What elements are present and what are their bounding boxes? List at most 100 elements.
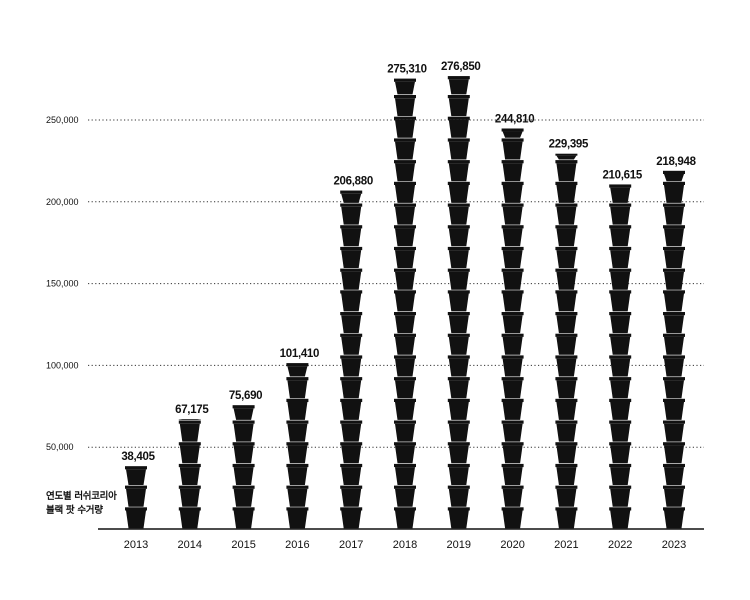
pot-body [556, 206, 577, 225]
pot-body [341, 423, 362, 442]
pot-body [502, 131, 523, 138]
pot-rim [555, 507, 578, 511]
pot-rim [663, 181, 685, 185]
pot-rim [340, 268, 363, 272]
pot-body [664, 206, 684, 225]
pot-body [341, 445, 362, 464]
data-label: 101,410 [280, 348, 319, 360]
pot-body [395, 358, 415, 377]
data-label: 244,810 [495, 113, 534, 125]
pot-rim [232, 485, 255, 489]
pot-rim [394, 160, 416, 164]
pot-rim [286, 420, 309, 424]
x-tick-label: 2016 [285, 539, 309, 551]
pot-body [341, 228, 362, 247]
y-axis-ticks: 50,000 100,000 150,000 200,000 250,000 [46, 115, 79, 452]
pot-body [610, 467, 631, 485]
pot-body [179, 445, 200, 464]
pot-rim [609, 377, 632, 381]
pot-body [502, 488, 523, 507]
pot-rim [501, 268, 524, 272]
pot-body [395, 293, 415, 312]
pot-body [341, 336, 362, 355]
pot-rim [340, 398, 363, 402]
pot-body [448, 510, 469, 529]
pot-body [664, 467, 684, 485]
pot-body [395, 488, 415, 507]
pot-body [395, 98, 415, 117]
pot-body [610, 510, 631, 529]
y-tick-label: 50,000 [46, 442, 74, 452]
pot-rim [447, 138, 470, 142]
pot-rim [609, 203, 632, 207]
pot-rim [609, 442, 632, 446]
pot-body [664, 510, 684, 529]
pot-rim [447, 355, 470, 359]
pot-rim [663, 203, 685, 207]
pot-body [179, 488, 200, 507]
pot-rim [555, 485, 578, 489]
pot-rim [447, 507, 470, 511]
pot-rim [447, 76, 470, 80]
pot-body [287, 423, 308, 442]
x-axis-ticks: 2013 2014 2015 2016 2017 2018 2019 2020 2021 2022… [124, 539, 686, 551]
pot-body [448, 79, 469, 95]
pot-body [448, 315, 469, 334]
pot-rim [447, 377, 470, 381]
pot-rim [394, 420, 416, 424]
pot-rim [447, 95, 470, 99]
pot-rim [609, 485, 632, 489]
data-label: 276,850 [441, 61, 480, 73]
pot-rim [663, 420, 685, 424]
x-tick-label: 2020 [500, 539, 524, 551]
pot-body [664, 402, 684, 420]
pot-rim [394, 181, 416, 185]
pot-body [610, 228, 631, 247]
pot-body [556, 336, 577, 355]
pot-rim [555, 203, 578, 207]
pot-rim [340, 442, 363, 446]
x-tick-label: 2017 [339, 539, 363, 551]
pot-body [610, 380, 631, 399]
pot-body [287, 366, 308, 377]
pot-rim [663, 225, 685, 229]
pot-rim [663, 377, 685, 381]
pot-body [448, 271, 469, 290]
pot-body [556, 402, 577, 420]
pot-rim [555, 246, 578, 251]
pot-body [341, 193, 362, 203]
pot-body [664, 174, 684, 182]
pot-body [395, 467, 415, 485]
pot-body [395, 119, 415, 138]
pot-body [556, 271, 577, 290]
pot-rim [609, 268, 632, 272]
pot-body [233, 408, 254, 420]
pot-rim [501, 128, 524, 132]
pot-body [233, 510, 254, 529]
pot-rim [447, 463, 470, 468]
pot-rim [663, 355, 685, 359]
pot-rim [232, 463, 255, 468]
caption-line-2: 블랙 팟 수거량 [46, 505, 103, 516]
pot-body [664, 445, 684, 464]
pot-rim [447, 442, 470, 446]
pot-rim [447, 312, 470, 316]
pot-body [448, 119, 469, 138]
bar [555, 153, 578, 529]
pot-body [126, 469, 146, 485]
pot-rim [125, 485, 147, 489]
bar [394, 78, 416, 529]
bar [501, 128, 524, 529]
pot-body [341, 488, 362, 507]
pot-body [556, 228, 577, 247]
pot-rim [609, 507, 632, 511]
bar [178, 419, 201, 529]
pot-rim [447, 160, 470, 164]
pot-rim [609, 184, 632, 188]
pot-rim [555, 333, 578, 337]
pot-body [287, 380, 308, 399]
pot-rim [286, 463, 309, 468]
pot-body [502, 141, 523, 160]
pot-rim [555, 398, 578, 402]
pot-rim [555, 312, 578, 316]
